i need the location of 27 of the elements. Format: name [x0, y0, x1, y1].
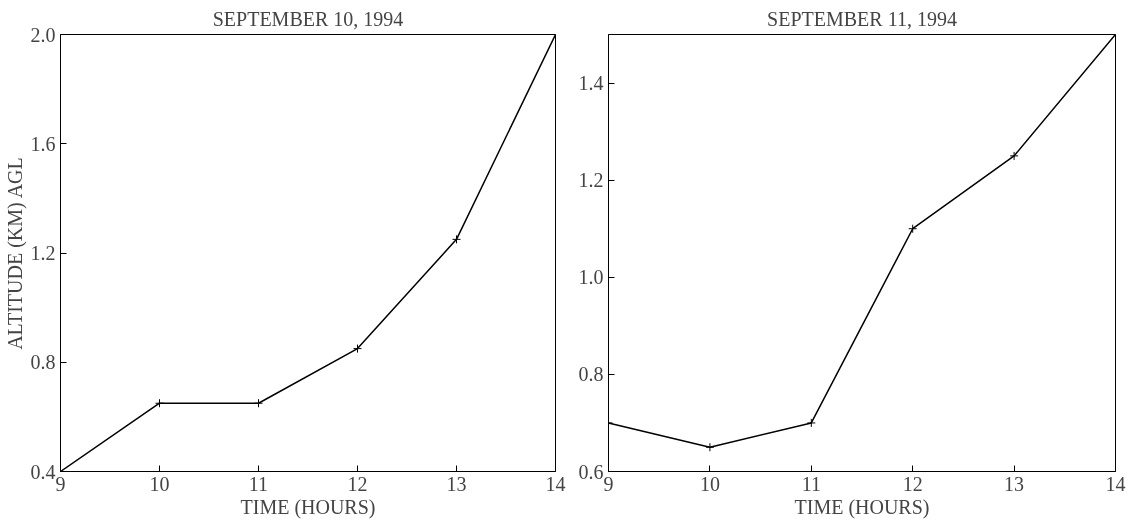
x-tick-label: 13 [1004, 472, 1025, 495]
y-tick-label: 0.4 [30, 460, 56, 483]
x-tick-label: 12 [347, 472, 368, 495]
x-tick-label: 12 [902, 472, 923, 495]
x-tick-label: 14 [545, 472, 566, 495]
y-tick-label: 1.2 [578, 169, 604, 192]
y-tick-label: 1.4 [578, 72, 604, 95]
chart-title: SEPTEMBER 10, 1994 [212, 7, 404, 30]
y-tick-label: 0.8 [30, 351, 56, 374]
x-axis-title: TIME (HOURS) [240, 495, 376, 519]
y-tick-label: 0.8 [578, 363, 604, 386]
x-tick-label: 9 [55, 472, 66, 495]
x-tick-label: 13 [446, 472, 467, 495]
y-tick-label: 0.6 [578, 460, 604, 483]
x-tick-label: 14 [1105, 472, 1126, 495]
x-axis-title: TIME (HOURS) [794, 495, 930, 519]
y-tick-label: 1.0 [578, 266, 604, 289]
chart-title: SEPTEMBER 11, 1994 [767, 7, 957, 30]
x-tick-label: 11 [248, 472, 269, 495]
y-tick-label: 1.6 [30, 132, 56, 155]
x-tick-label: 10 [149, 472, 170, 495]
x-tick-label: 10 [699, 472, 720, 495]
x-tick-label: 11 [801, 472, 821, 495]
x-tick-label: 9 [603, 472, 614, 495]
y-tick-label: 1.2 [30, 242, 56, 264]
y-tick-label: 2.0 [30, 23, 56, 46]
y-axis-title: ALTITUDE (KM) AGL [3, 157, 27, 350]
